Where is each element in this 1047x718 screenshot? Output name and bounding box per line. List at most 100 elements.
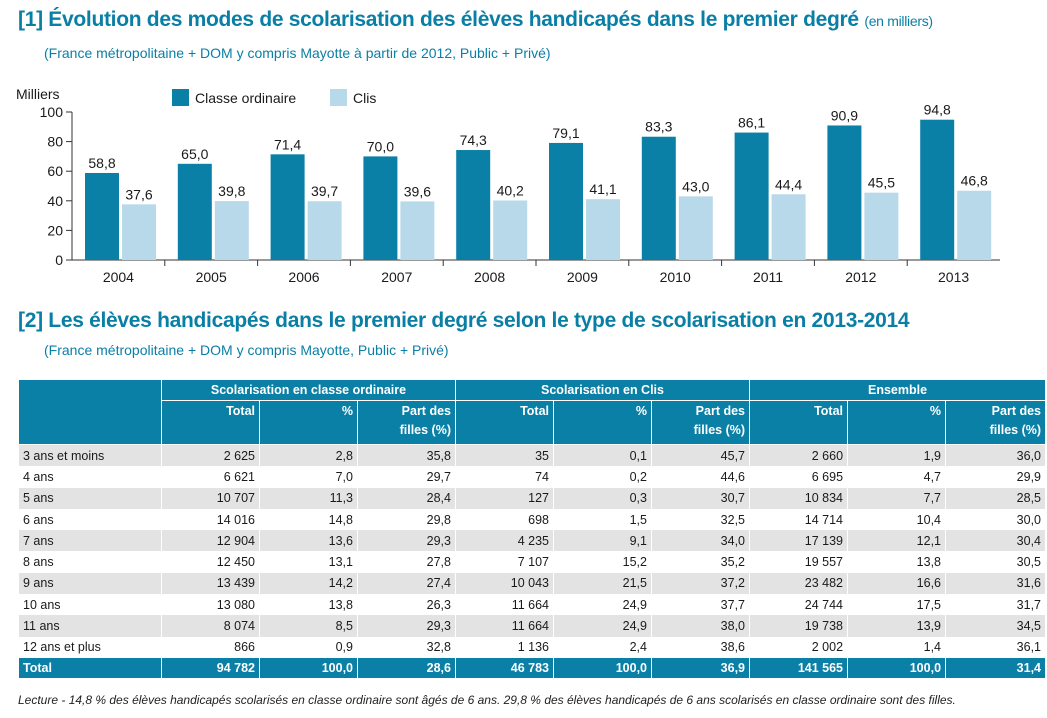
group-header-ensemble: Ensemble xyxy=(749,379,1047,401)
table-cell: 7,0 xyxy=(259,466,358,488)
table-cell: 24 744 xyxy=(749,594,849,616)
total-cell: 100,0 xyxy=(553,657,652,678)
col-header-part-filles: Part des filles (%) xyxy=(357,400,456,445)
table-cell: 23 482 xyxy=(749,572,849,595)
col-header-part-line2: filles (%) xyxy=(693,423,746,437)
table-cell: 37,2 xyxy=(650,572,751,595)
table-cell: 35,8 xyxy=(357,444,456,467)
table-cell: 31,6 xyxy=(945,572,1047,595)
row-label: 3 ans et moins xyxy=(18,444,162,467)
table-cell: 127 xyxy=(455,487,554,509)
table-cell: 24,9 xyxy=(553,615,652,637)
table-cell: 698 xyxy=(455,508,554,531)
total-cell: 94 782 xyxy=(161,657,260,678)
table-cell: 14 714 xyxy=(749,508,849,531)
table-cell: 17,5 xyxy=(847,594,947,616)
table-cell: 0,9 xyxy=(259,636,358,658)
row-label: 6 ans xyxy=(18,508,162,531)
table-cell: 28,5 xyxy=(945,487,1047,509)
table-cell: 0,1 xyxy=(553,444,652,467)
data-label-0: 83,3 xyxy=(645,119,672,135)
col-header-part-line1: Part des xyxy=(401,404,451,418)
table-cell: 8,5 xyxy=(259,615,358,637)
table-cell: 12 904 xyxy=(161,530,260,552)
bar-0 xyxy=(85,172,119,260)
table-corner xyxy=(18,379,162,445)
table-row: 9 ans 13 439 14,2 27,4 10 043 21,5 37,2 23 482 1… xyxy=(18,572,1047,595)
table-cell: 30,5 xyxy=(945,551,1047,573)
data-label-1: 39,6 xyxy=(404,183,431,199)
legend-swatch-1 xyxy=(330,89,347,106)
legend-label-0: Classe ordinaire xyxy=(195,90,296,106)
chart-title: [1] Évolution des modes de scolarisation… xyxy=(18,8,933,31)
data-label-0: 79,1 xyxy=(552,125,579,141)
table-cell: 11 664 xyxy=(455,615,554,637)
data-table-wrap: Scolarisation en classe ordinaire Scolar… xyxy=(18,379,1047,678)
legend-label-1: Clis xyxy=(353,90,376,106)
x-tick-label: 2009 xyxy=(567,269,598,285)
col-header-pct: % xyxy=(259,400,358,445)
table-cell: 29,3 xyxy=(357,530,456,552)
data-label-0: 74,3 xyxy=(460,132,487,148)
table-cell: 19 557 xyxy=(749,551,849,573)
bar-0 xyxy=(734,132,769,260)
table-cell: 21,5 xyxy=(553,572,652,595)
data-label-1: 44,4 xyxy=(775,176,802,192)
table-row: 5 ans 10 707 11,3 28,4 127 0,3 30,7 10 834 7,7 28… xyxy=(18,487,1047,509)
total-cell: 100,0 xyxy=(259,657,358,678)
table-cell: 1,5 xyxy=(553,508,652,531)
row-label: 9 ans xyxy=(18,572,162,595)
x-tick-label: 2013 xyxy=(938,269,969,285)
table-cell: 12,1 xyxy=(847,530,947,552)
table-cell: 15,2 xyxy=(553,551,652,573)
col-header-part-line2: filles (%) xyxy=(399,423,451,437)
total-cell: 36,9 xyxy=(650,657,751,678)
table-cell: 36,0 xyxy=(945,444,1047,467)
group-header-clis: Scolarisation en Clis xyxy=(454,379,751,401)
total-cell: 46 783 xyxy=(455,657,554,678)
table-cell: 31,7 xyxy=(945,594,1047,616)
y-tick-label: 80 xyxy=(47,134,63,150)
table-cell: 45,7 xyxy=(650,444,751,467)
total-cell: 31,4 xyxy=(945,657,1047,678)
table-row: 10 ans 13 080 13,8 26,3 11 664 24,9 37,7 24 744… xyxy=(18,594,1047,616)
table-cell: 29,3 xyxy=(357,615,456,637)
table-cell: 19 738 xyxy=(749,615,849,637)
table-cell: 38,6 xyxy=(650,636,751,658)
bar-0 xyxy=(641,136,676,260)
table-cell: 30,0 xyxy=(945,508,1047,531)
total-cell: 28,6 xyxy=(357,657,456,678)
x-tick-label: 2011 xyxy=(753,269,783,285)
bar-0 xyxy=(456,150,491,260)
table-cell: 866 xyxy=(161,636,260,658)
bar-0 xyxy=(920,119,955,260)
col-header-pct: % xyxy=(553,400,652,445)
chart-subtitle: (France métropolitaine + DOM y compris M… xyxy=(44,45,551,61)
bar-1 xyxy=(771,194,806,260)
bar-0 xyxy=(827,125,862,260)
col-header-part-line1: Part des xyxy=(695,404,746,418)
col-header-total: Total xyxy=(455,400,554,445)
row-label: 10 ans xyxy=(18,594,162,616)
data-label-0: 90,9 xyxy=(831,107,858,123)
table-cell: 7 107 xyxy=(455,551,554,573)
col-header-part-line1: Part des xyxy=(991,404,1042,418)
table-cell: 10 707 xyxy=(161,487,260,509)
table-cell: 29,9 xyxy=(945,466,1047,488)
table-cell: 28,4 xyxy=(357,487,456,509)
table-cell: 13,6 xyxy=(259,530,358,552)
table-cell: 6 621 xyxy=(161,466,260,488)
table-cell: 36,1 xyxy=(945,636,1047,658)
row-label: 4 ans xyxy=(18,466,162,488)
bar-chart: Milliers 0 20 40 60 80 100 Classe ordinaire Clis… xyxy=(16,86,1000,285)
col-header-total: Total xyxy=(749,400,849,445)
x-tick-label: 2012 xyxy=(845,269,876,285)
table-row: 3 ans et moins 2 625 2,8 35,8 35 0,1 45,7 2 660… xyxy=(18,444,1047,467)
table-cell: 2 625 xyxy=(161,444,260,467)
data-label-1: 39,8 xyxy=(218,183,245,199)
group-header-ordinaire: Scolarisation en classe ordinaire xyxy=(161,379,456,401)
table-cell: 1 136 xyxy=(455,636,554,658)
table-cell: 34,5 xyxy=(945,615,1047,637)
table-cell: 35,2 xyxy=(650,551,751,573)
table-cell: 32,5 xyxy=(650,508,751,531)
